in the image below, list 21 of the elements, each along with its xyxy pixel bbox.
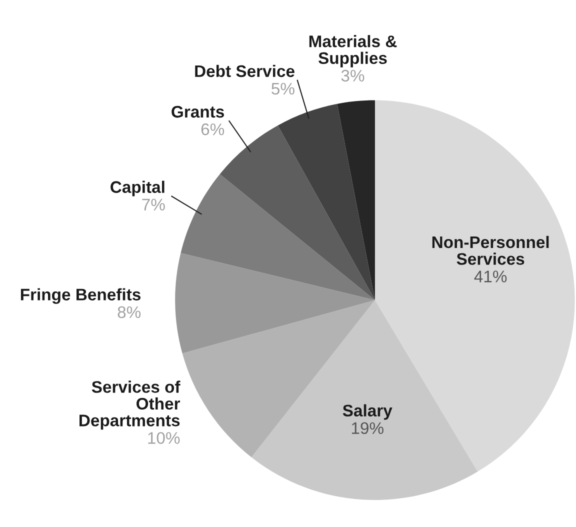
- slice-label: Capital: [110, 180, 164, 196]
- pie-slice: [337, 100, 375, 300]
- data-label: 8%: [118, 306, 141, 318]
- data-label: 10%: [148, 432, 180, 444]
- slice-label: Services of Other Departments: [80, 380, 180, 430]
- data-label: 3%: [341, 70, 364, 82]
- slice-label: Grants: [172, 106, 224, 118]
- data-label: 19%: [352, 422, 384, 434]
- slice-label: Fringe Benefits: [20, 288, 140, 304]
- slice-label: Salary: [342, 404, 392, 420]
- pie-slice: [251, 300, 478, 500]
- slice-label: Materials & Supplies: [309, 35, 397, 68]
- slice-label: Debt Service: [195, 64, 294, 78]
- slice-label: Non-Personnel Services: [432, 236, 549, 265]
- pie-slice: [175, 253, 375, 354]
- data-label: 7%: [142, 198, 165, 210]
- pie-slice: [180, 174, 375, 300]
- data-label: 5%: [272, 82, 294, 95]
- pie-slice: [278, 104, 375, 300]
- data-label: 41%: [474, 270, 507, 282]
- data-label: 6%: [201, 123, 224, 136]
